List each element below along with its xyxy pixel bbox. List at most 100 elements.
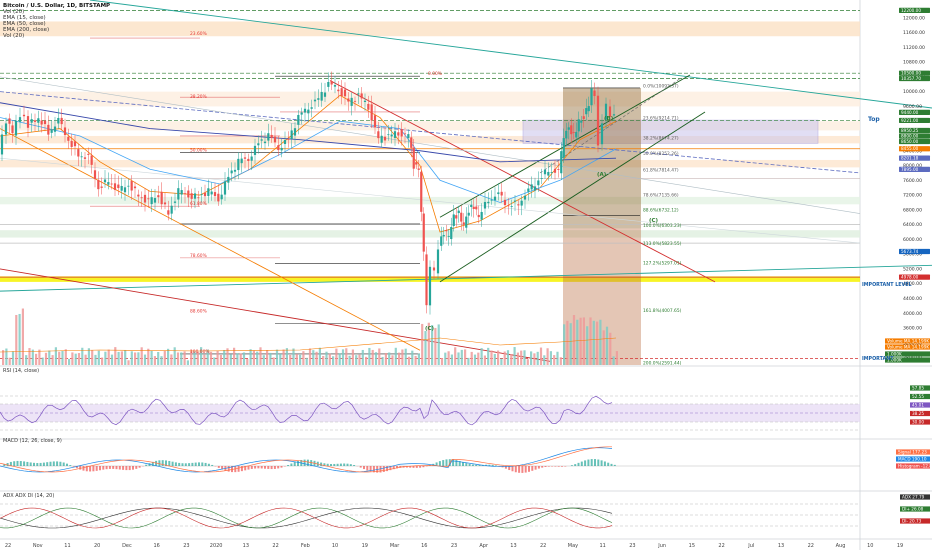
candle-body: [493, 196, 497, 201]
candle-body: [26, 116, 30, 128]
volume-bar: [114, 347, 117, 365]
volume-bar: [609, 332, 612, 365]
fib-right-label: 127.2%(5297.01): [643, 260, 682, 266]
volume-bar: [163, 350, 166, 365]
macd-hist-bar: [448, 459, 451, 466]
price-tag-bg: [899, 70, 930, 76]
candle-body: [18, 117, 22, 122]
macd-hist-bar: [310, 460, 313, 466]
volume-bar: [510, 353, 513, 365]
time-tick-label: 20: [94, 543, 100, 549]
time-tick-label: Nov: [33, 543, 43, 549]
channel-lower: [439, 111, 706, 283]
macd-hist-bar: [590, 459, 593, 466]
candle-body: [370, 104, 373, 121]
candle-body: [320, 91, 323, 101]
candle-body: [462, 222, 465, 225]
volume-bar: [124, 350, 127, 365]
candle-body: [420, 171, 423, 212]
macd-hist-bar: [514, 466, 517, 473]
volume-bar: [170, 354, 173, 365]
volume-bar: [404, 348, 407, 365]
legend-vol: Vol (20): [3, 9, 24, 15]
volume-bar: [289, 354, 292, 365]
candle-body: [153, 198, 157, 203]
volume-bar: [219, 354, 222, 365]
candle-body: [587, 106, 590, 112]
time-tick-label: 13: [778, 543, 784, 549]
candle-body: [193, 193, 197, 199]
volume-bar: [549, 351, 552, 365]
trendline-red-down: [329, 80, 716, 283]
zone-8700: [0, 135, 860, 144]
candle-body: [30, 119, 33, 123]
wave-label-b: (B): [604, 116, 614, 122]
macd-hist-bar: [112, 466, 115, 469]
macd-hist-bar: [610, 463, 613, 466]
volume-bar: [51, 355, 54, 365]
macd-hist-bar: [217, 466, 220, 468]
macd-hist-bar: [198, 462, 200, 466]
candle-body: [327, 81, 330, 87]
candle-body: [93, 170, 97, 180]
candle-body: [470, 204, 473, 207]
time-axis[interactable]: 22 Nov 11 20 Dec 16 23 2020 13 22 Feb 10 19 Mar 16 23 Ap…: [5, 543, 903, 549]
macd-hist-bar: [600, 460, 603, 466]
candle-body: [350, 97, 353, 106]
candle-body: [483, 201, 487, 209]
time-tick-label: 23: [629, 543, 635, 549]
macd-hist-bar: [419, 466, 422, 468]
di-plus-line: [0, 507, 613, 529]
volume-bar: [533, 353, 536, 365]
candle-body: [393, 131, 397, 138]
macd-hist-bar: [544, 466, 547, 467]
volume-bar: [143, 354, 147, 365]
macd-hist-bar: [547, 466, 550, 467]
candle-body: [253, 145, 257, 155]
macd-hist-bar: [132, 466, 134, 470]
candle-body: [530, 184, 533, 190]
candle-body: [173, 201, 177, 203]
macd-hist-bar: [435, 462, 438, 466]
macd-hist-bar: [462, 462, 464, 466]
rsi-tag-label: 30.00: [912, 420, 924, 425]
volume-bar: [315, 351, 318, 365]
macd-hist-bar: [333, 463, 336, 466]
macd-hist-bar: [508, 466, 511, 471]
volume-bar: [5, 348, 8, 365]
macd-hist-bar: [46, 462, 49, 466]
candle-body: [167, 210, 170, 215]
trendline-grey-2: [0, 157, 861, 244]
volume-bar: [35, 353, 38, 365]
fib-left-label: 38.20%: [190, 94, 207, 100]
price-tick-label: 7600.00: [903, 178, 922, 184]
candle-body: [270, 134, 273, 138]
adx-panel: [0, 503, 860, 529]
di-minus-line: [0, 507, 613, 529]
candle-body: [582, 116, 585, 119]
candle-body: [73, 141, 77, 147]
volume-bar: [41, 357, 44, 365]
volume-bar: [440, 357, 444, 365]
volume-bar: [322, 355, 325, 365]
volume-bar: [252, 350, 255, 365]
price-tick-label: 4800.00: [903, 281, 922, 287]
macd-hist-bar: [389, 466, 392, 471]
fib-right-label: 113.0%(5823.55): [643, 241, 682, 247]
macd-hist-bar: [6, 463, 9, 466]
macd-hist-bar: [59, 461, 62, 466]
macd-hist-bar: [343, 463, 346, 466]
macd-hist-bar: [79, 466, 82, 470]
trendline-grey-1: [0, 76, 861, 214]
macd-hist-bar: [422, 466, 425, 468]
macd-hist-bar: [613, 464, 616, 466]
rsi-line: [0, 395, 613, 426]
candle-body: [540, 178, 543, 180]
legend-ema50: EMA (50, close): [3, 21, 46, 27]
candle-body: [140, 197, 143, 199]
macd-hist-bar: [409, 466, 412, 468]
volume-bar: [579, 317, 582, 365]
candle-body: [517, 204, 520, 206]
fib-right-label: 88.6%(6732.12): [643, 207, 679, 213]
